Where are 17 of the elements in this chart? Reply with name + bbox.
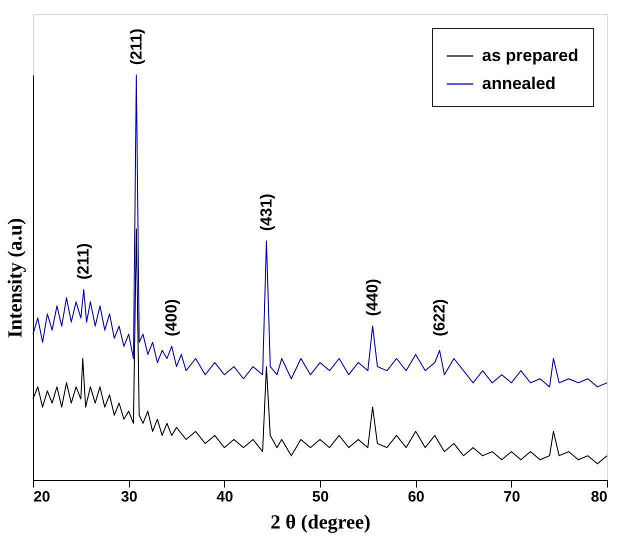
annotation: (211)	[76, 243, 93, 280]
x-tick-label: 40	[216, 488, 234, 506]
annotation: (431)	[258, 194, 276, 232]
legend-label: annealed	[482, 74, 556, 93]
annotation: (440)	[364, 278, 382, 316]
annotation: (622)	[432, 298, 449, 336]
x-tick-label: 50	[312, 488, 329, 506]
x-tick-label: 30	[120, 488, 138, 506]
x-tick-label: 80	[590, 488, 608, 506]
annotation: (400)	[164, 298, 181, 336]
x-axis-title: 2 θ (degree)	[270, 512, 371, 534]
x-tick-label: 20	[34, 488, 50, 506]
legend-label: as prepared	[482, 46, 578, 65]
y-axis-title: Intensity (a.u)	[4, 218, 26, 338]
x-tick-label: 70	[503, 488, 520, 506]
annotation: (211)	[128, 28, 146, 65]
x-tick-label: 60	[408, 488, 425, 506]
